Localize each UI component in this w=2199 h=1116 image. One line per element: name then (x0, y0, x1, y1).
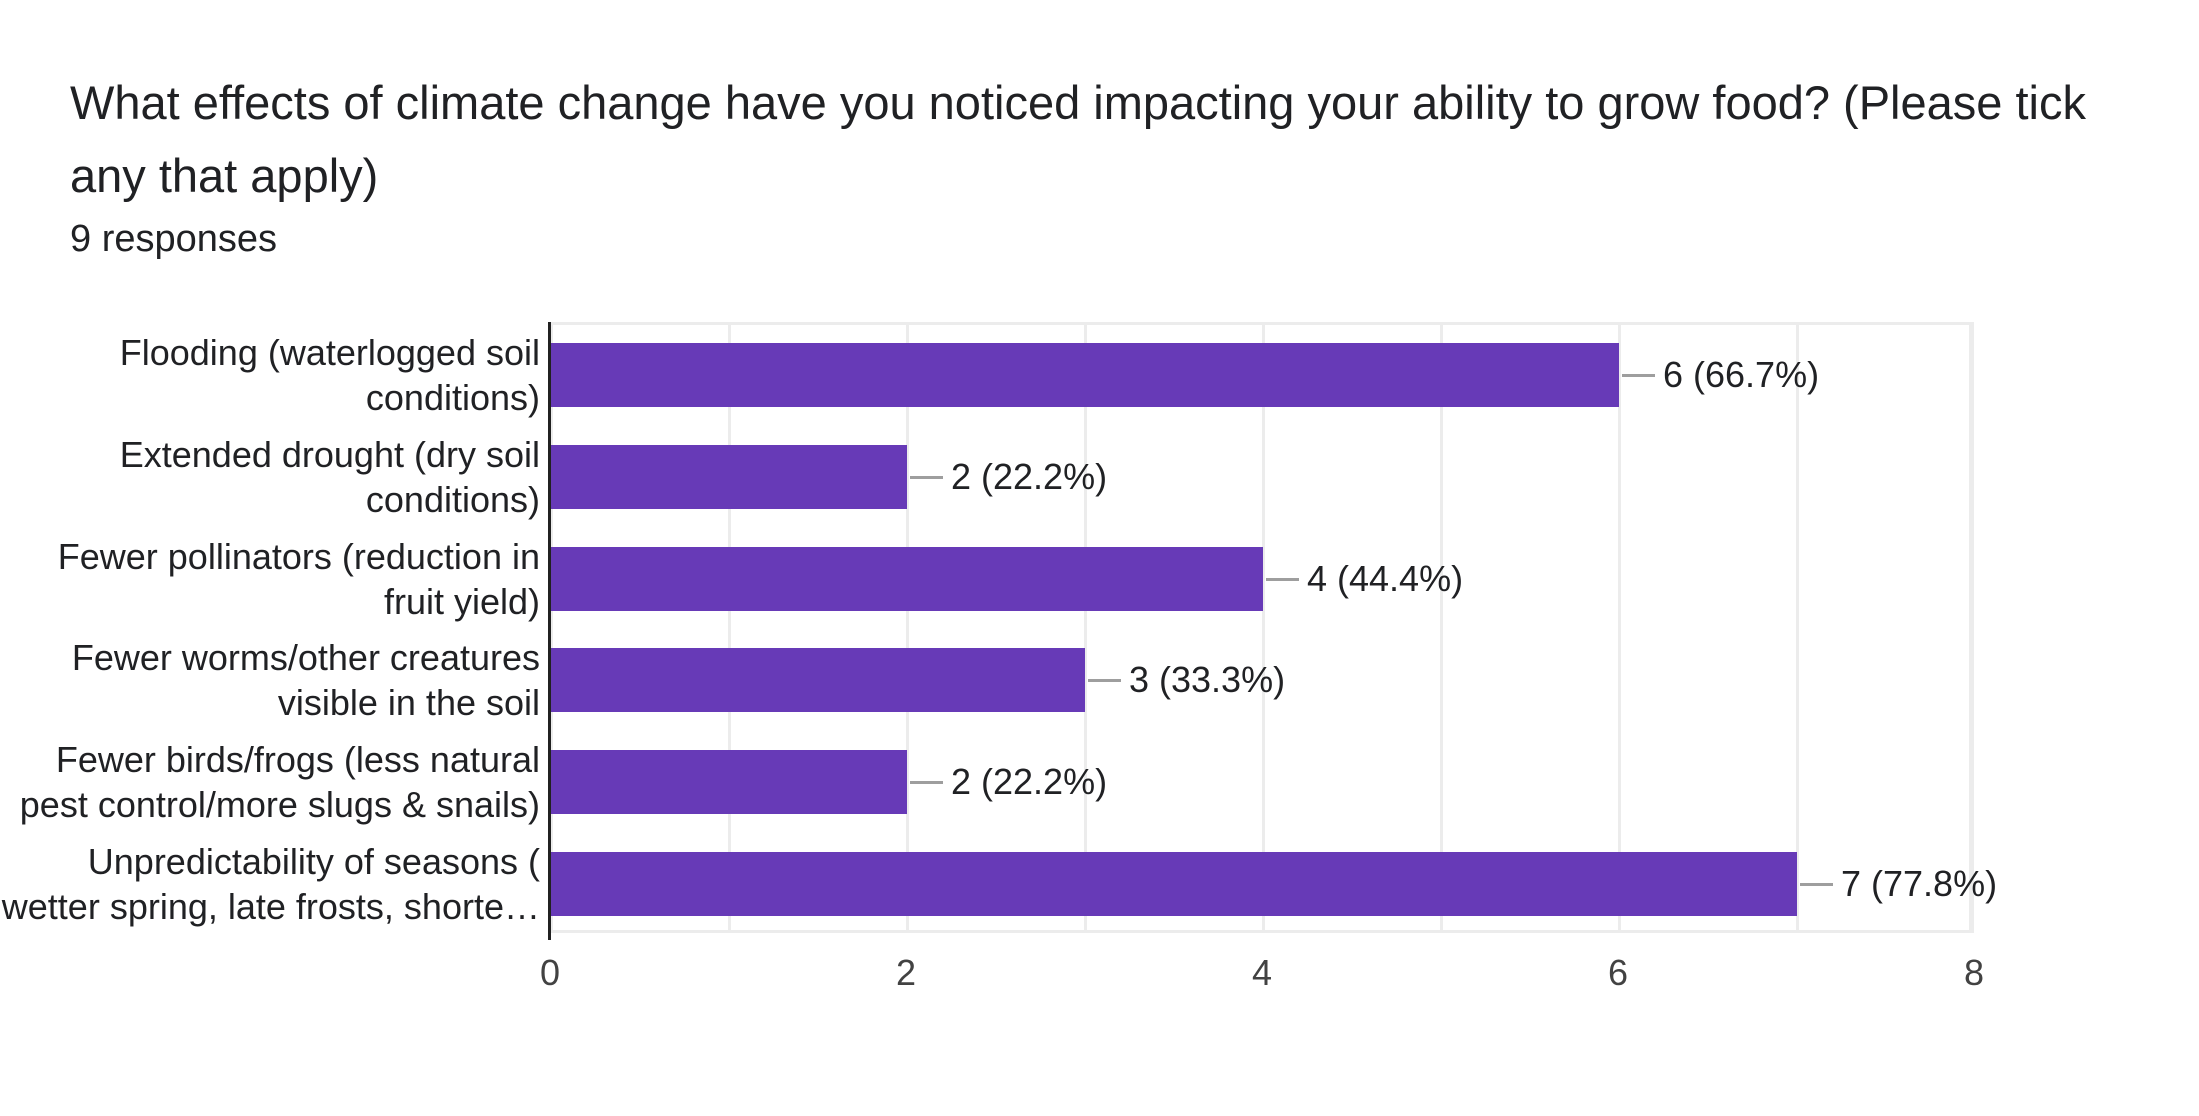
category-label: Extended drought (dry soil conditions) (0, 432, 540, 522)
category-label-line: wetter spring, late frosts, shorte… (1, 886, 540, 927)
category-label-line: Unpredictability of seasons ( (87, 841, 540, 882)
category-label-line: visible in the soil (277, 682, 540, 723)
value-connector-line (1266, 578, 1299, 581)
category-label: Fewer birds/frogs (less natural pest con… (0, 737, 540, 827)
category-label-line: Extended drought (dry soil (119, 434, 540, 475)
value-label: 4 (44.4%) (1307, 558, 1464, 599)
value-connector-line (1622, 374, 1655, 377)
category-label-line: Fewer worms/other creatures (71, 637, 540, 678)
value-connector-line (1800, 883, 1833, 886)
responses-count: 9 responses (70, 218, 278, 260)
y-axis-line (548, 322, 551, 940)
category-label: Unpredictability of seasons ( wetter spr… (0, 839, 540, 929)
bar-flooding[interactable] (551, 343, 1619, 407)
x-tick-label: 4 (1251, 952, 1273, 993)
value-label: 2 (22.2%) (951, 761, 1108, 802)
question-title-line-2: any that apply) (70, 149, 379, 202)
category-label: Fewer worms/other creatures visible in t… (0, 635, 540, 725)
x-tick-label: 0 (539, 952, 561, 993)
value-connector-line (910, 781, 943, 784)
x-tick-label: 2 (895, 952, 917, 993)
category-label-line: pest control/more slugs & snails) (19, 784, 540, 825)
bar-fewer-birds-frogs[interactable] (551, 750, 907, 814)
bar-fewer-pollinators[interactable] (551, 547, 1263, 611)
value-connector-line (1088, 679, 1121, 682)
category-label-line: Fewer pollinators (reduction in (57, 536, 540, 577)
category-label-line: conditions) (365, 479, 540, 520)
category-label: Fewer pollinators (reduction in fruit yi… (0, 534, 540, 624)
category-label-line: Fewer birds/frogs (less natural (55, 739, 540, 780)
value-label: 6 (66.7%) (1663, 354, 1820, 395)
bar-extended-drought[interactable] (551, 445, 907, 509)
value-label: 7 (77.8%) (1841, 863, 1998, 904)
category-label-line: fruit yield) (383, 581, 540, 622)
question-title-line-1: What effects of climate change have you … (70, 76, 2086, 129)
value-label: 2 (22.2%) (951, 456, 1108, 497)
category-label-line: Flooding (waterlogged soil (119, 332, 540, 373)
question-title: What effects of climate change have you … (70, 66, 2180, 212)
bar-fewer-worms[interactable] (551, 648, 1085, 712)
value-connector-line (910, 476, 943, 479)
category-label: Flooding (waterlogged soil conditions) (0, 330, 540, 420)
bar-unpredictability-seasons[interactable] (551, 852, 1797, 916)
x-tick-label: 6 (1607, 952, 1629, 993)
plot-area (550, 322, 1974, 933)
x-tick-label: 8 (1963, 952, 1985, 993)
value-label: 3 (33.3%) (1129, 659, 1286, 700)
category-label-line: conditions) (365, 377, 540, 418)
